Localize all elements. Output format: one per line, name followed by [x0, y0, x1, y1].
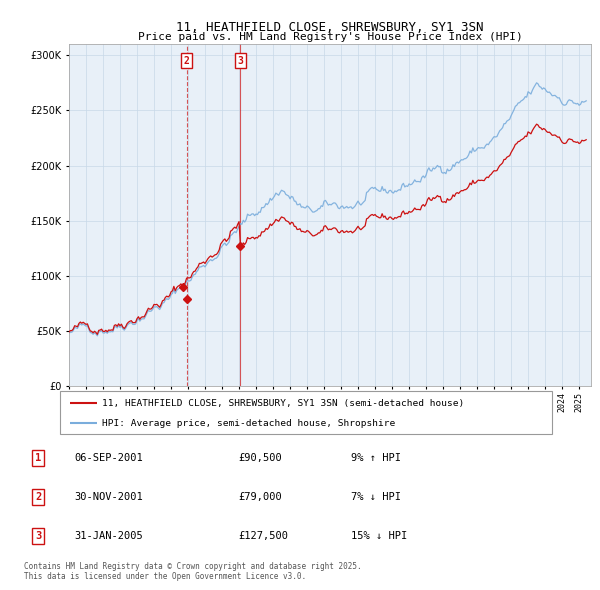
Text: Contains HM Land Registry data © Crown copyright and database right 2025.
This d: Contains HM Land Registry data © Crown c…: [24, 562, 362, 581]
Text: 11, HEATHFIELD CLOSE, SHREWSBURY, SY1 3SN (semi-detached house): 11, HEATHFIELD CLOSE, SHREWSBURY, SY1 3S…: [102, 399, 464, 408]
Text: 06-SEP-2001: 06-SEP-2001: [75, 453, 143, 463]
Text: £127,500: £127,500: [238, 531, 289, 541]
Text: 9% ↑ HPI: 9% ↑ HPI: [351, 453, 401, 463]
Text: 31-JAN-2005: 31-JAN-2005: [75, 531, 143, 541]
Text: 1: 1: [35, 453, 41, 463]
Text: £90,500: £90,500: [238, 453, 282, 463]
Text: 15% ↓ HPI: 15% ↓ HPI: [351, 531, 407, 541]
Text: 7% ↓ HPI: 7% ↓ HPI: [351, 492, 401, 502]
Text: HPI: Average price, semi-detached house, Shropshire: HPI: Average price, semi-detached house,…: [102, 418, 395, 428]
Text: 3: 3: [238, 56, 244, 66]
Text: 3: 3: [35, 531, 41, 541]
Text: 11, HEATHFIELD CLOSE, SHREWSBURY, SY1 3SN: 11, HEATHFIELD CLOSE, SHREWSBURY, SY1 3S…: [176, 21, 484, 34]
FancyBboxPatch shape: [60, 391, 552, 434]
Text: 2: 2: [35, 492, 41, 502]
Text: Price paid vs. HM Land Registry's House Price Index (HPI): Price paid vs. HM Land Registry's House …: [137, 32, 523, 42]
Text: £79,000: £79,000: [238, 492, 282, 502]
Text: 30-NOV-2001: 30-NOV-2001: [75, 492, 143, 502]
Text: 2: 2: [184, 56, 190, 66]
